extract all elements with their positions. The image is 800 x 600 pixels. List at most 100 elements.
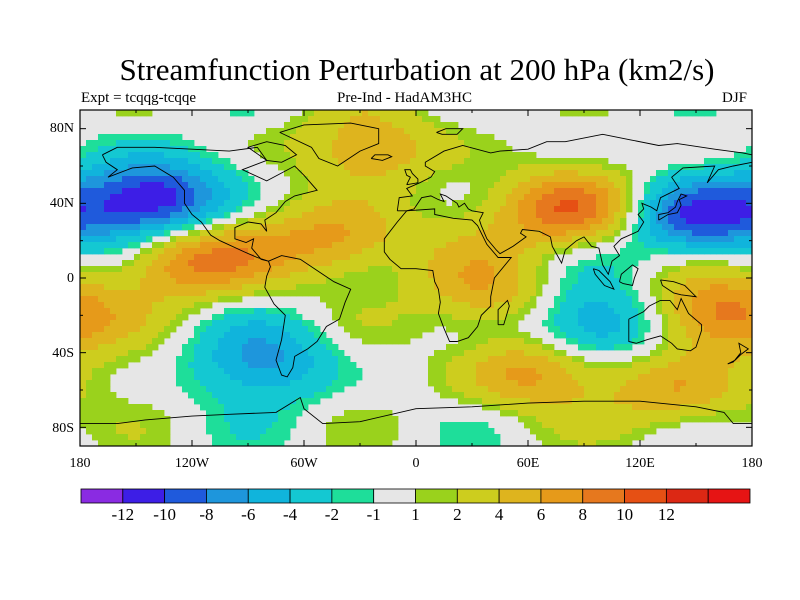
field-cell [356,134,363,141]
field-cell [200,164,207,171]
field-cell [206,236,213,243]
field-cell [374,110,381,117]
field-cell [170,182,177,189]
field-cell [242,260,249,267]
field-cell [614,266,621,273]
field-cell [656,350,663,357]
field-cell [176,200,183,207]
field-cell [116,266,123,273]
field-cell [308,374,315,381]
colorbar-swatch [373,488,416,504]
field-cell [188,356,195,363]
field-cell [362,182,369,189]
field-cell [680,242,687,249]
field-cell [512,386,519,393]
field-cell [680,368,687,375]
field-cell [326,302,333,309]
field-cell [386,140,393,147]
field-cell [668,410,675,417]
field-cell [296,320,303,327]
field-cell [506,296,513,303]
field-cell [476,320,483,327]
field-cell [86,398,93,405]
field-cell [362,296,369,303]
field-cell [218,200,225,207]
field-cell [86,248,93,255]
field-cell [650,176,657,183]
field-cell [218,272,225,279]
field-cell [146,290,153,297]
field-cell [488,194,495,201]
field-cell [482,428,489,435]
field-cell [260,314,267,321]
field-cell [596,338,603,345]
field-cell [698,212,705,219]
field-cell [566,230,573,237]
field-cell [626,206,633,213]
field-cell [698,248,705,255]
field-cell [614,386,621,393]
field-cell [554,302,561,309]
field-cell [470,194,477,201]
field-cell [86,170,93,177]
field-cell [464,248,471,255]
field-cell [596,332,603,339]
field-cell [530,386,537,393]
field-cell [296,254,303,261]
field-cell [116,140,123,147]
field-cell [308,218,315,225]
field-cell [662,242,669,249]
field-cell [134,182,141,189]
field-cell [296,278,303,285]
field-cell [416,212,423,219]
field-cell [500,206,507,213]
field-cell [128,230,135,237]
field-cell [470,212,477,219]
field-cell [170,266,177,273]
field-cell [476,200,483,207]
field-cell [350,254,357,261]
field-cell [650,182,657,189]
field-cell [488,344,495,351]
field-cell [140,224,147,231]
field-cell [380,236,387,243]
field-cell [218,278,225,285]
field-cell [134,236,141,243]
field-cell [542,170,549,177]
field-cell [488,320,495,327]
field-cell [506,194,513,201]
field-cell [716,182,723,189]
field-cell [170,224,177,231]
field-cell [92,380,99,387]
field-cell [98,134,105,141]
field-cell [134,350,141,357]
field-cell [122,362,129,369]
field-cell [152,254,159,261]
field-cell [386,182,393,189]
field-cell [110,278,117,285]
field-cell [116,440,123,446]
field-cell [428,314,435,321]
field-cell [308,146,315,153]
field-cell [194,290,201,297]
field-cell [494,152,501,159]
field-cell [470,374,477,381]
field-cell [230,386,237,393]
field-cell [230,236,237,243]
field-cell [524,332,531,339]
field-cell [86,140,93,147]
field-cell [344,362,351,369]
field-cell [164,218,171,225]
field-cell [398,290,405,297]
field-cell [458,380,465,387]
field-cell [734,332,741,339]
field-cell [464,290,471,297]
field-cell [194,350,201,357]
field-cell [704,374,711,381]
field-cell [602,344,609,351]
x-tick-label: 180 [741,456,763,471]
field-cell [746,224,752,231]
field-cell [662,188,669,195]
field-cell [608,440,615,446]
field-cell [632,434,639,441]
